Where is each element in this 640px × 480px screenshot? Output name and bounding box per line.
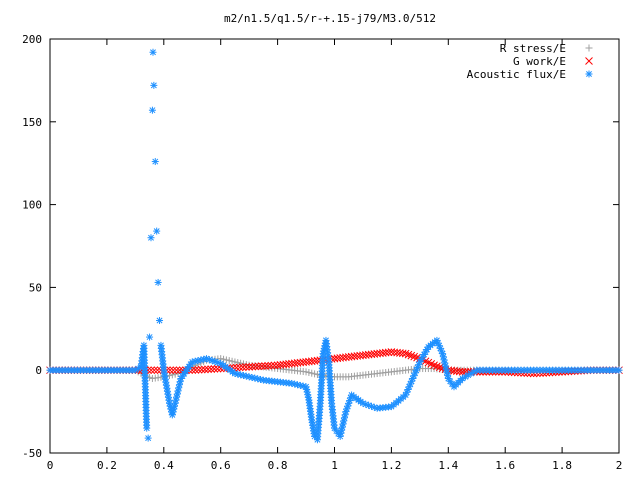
data-point — [204, 365, 212, 374]
legend-marker — [585, 57, 593, 65]
data-point — [149, 48, 157, 56]
y-tick-label: 50 — [29, 281, 42, 294]
data-point — [197, 365, 206, 374]
y-tick-label: 100 — [22, 199, 42, 212]
data-point — [220, 355, 228, 363]
data-point — [156, 317, 164, 325]
data-point — [166, 366, 174, 375]
y-tick-label: 150 — [22, 116, 42, 129]
data-point — [245, 363, 254, 371]
x-tick-label: 1.8 — [552, 459, 572, 472]
y-tick-label: -50 — [22, 447, 42, 460]
data-point — [228, 357, 236, 365]
data-point — [398, 349, 407, 358]
data-point — [384, 348, 393, 357]
x-tick-label: 0.4 — [154, 459, 174, 472]
data-point — [169, 366, 178, 375]
x-tick-label: 0.2 — [97, 459, 117, 472]
data-point — [222, 356, 230, 364]
data-point — [231, 358, 239, 366]
data-point — [410, 352, 419, 361]
data-point — [191, 366, 200, 374]
data-point — [267, 361, 276, 370]
data-point — [302, 368, 310, 376]
x-tick-label: 0 — [47, 459, 54, 472]
legend-marker — [585, 70, 593, 78]
data-point — [150, 366, 159, 375]
data-point — [175, 366, 184, 375]
axis-ticks: 0 0.2 0.4 0.6 0.8 1 1.2 1.4 1.6 1.8 2 -50 0 50 100 150 2… — [22, 33, 622, 472]
y-tick-label: 200 — [22, 33, 42, 46]
series-2 — [46, 48, 623, 444]
chart-title: m2/n1.5/q1.5/r-+.15-j79/M3.0/512 — [224, 12, 436, 25]
data-point — [251, 362, 260, 371]
data-point — [404, 350, 413, 359]
data-point — [146, 333, 154, 341]
series-layer — [46, 48, 623, 444]
x-tick-label: 1.2 — [381, 459, 401, 472]
data-point — [153, 366, 162, 375]
data-point — [305, 369, 313, 377]
data-point — [459, 374, 467, 382]
y-tick-label: 0 — [35, 364, 42, 377]
x-tick-label: 0.6 — [211, 459, 231, 472]
x-tick-label: 1.6 — [495, 459, 515, 472]
data-point — [458, 368, 467, 376]
x-tick-label: 2 — [616, 459, 623, 472]
data-point — [261, 362, 269, 370]
data-point — [143, 424, 151, 432]
data-point — [407, 351, 416, 360]
data-point — [413, 353, 421, 362]
data-point — [238, 363, 247, 372]
x-tick-label: 1 — [331, 459, 338, 472]
data-point — [207, 365, 216, 373]
data-point — [308, 369, 316, 377]
data-point — [311, 370, 319, 378]
data-point — [444, 371, 452, 379]
data-point — [235, 363, 244, 372]
data-point — [464, 371, 472, 379]
x-tick-label: 0.8 — [268, 459, 288, 472]
data-point — [144, 434, 152, 442]
legend-label: R stress/E — [500, 42, 566, 55]
data-point — [270, 361, 279, 370]
data-point — [147, 234, 155, 242]
data-point — [194, 365, 203, 374]
data-point — [340, 417, 348, 425]
data-point — [257, 362, 266, 371]
data-point — [153, 227, 161, 235]
x-tick-label: 1.4 — [438, 459, 458, 472]
data-point — [210, 365, 219, 373]
data-point — [254, 362, 263, 371]
data-point — [151, 158, 159, 166]
legend-label: G work/E — [513, 55, 566, 68]
data-point — [401, 349, 410, 358]
data-point — [433, 362, 441, 371]
data-point — [172, 366, 181, 375]
data-point — [150, 81, 158, 89]
data-point — [248, 362, 257, 371]
data-point — [148, 106, 156, 114]
data-point — [170, 402, 178, 410]
data-point — [147, 366, 156, 375]
data-point — [435, 363, 444, 372]
legend-marker — [585, 44, 593, 52]
data-point — [213, 364, 222, 373]
data-point — [242, 363, 250, 371]
data-point — [615, 366, 623, 374]
data-point — [430, 361, 438, 370]
legend-label: Acoustic flux/E — [467, 68, 566, 81]
data-point — [201, 365, 209, 374]
data-point — [154, 278, 162, 286]
data-point — [225, 357, 233, 365]
data-point — [264, 361, 272, 370]
